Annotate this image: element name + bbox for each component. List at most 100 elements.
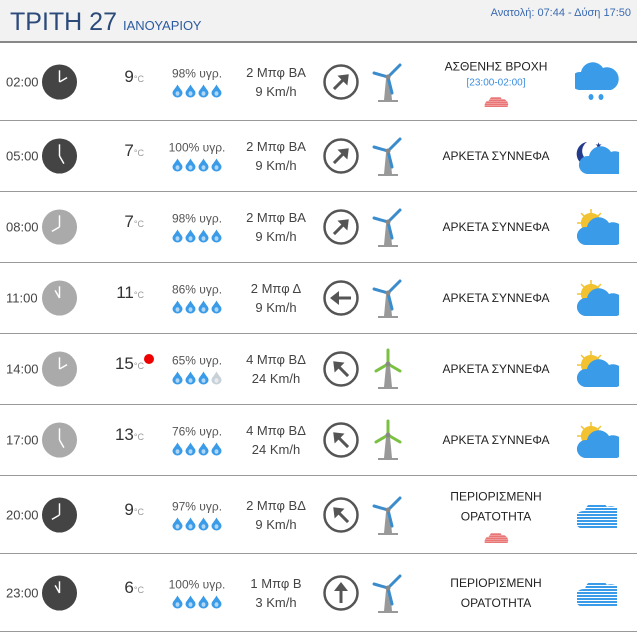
- wind-speed: 9 Km/h: [255, 300, 297, 315]
- wind-beaufort: 4 Μπφ ΒΔ: [246, 352, 306, 367]
- hour-label: 23:00: [6, 585, 39, 600]
- humidity-label: 97% υγρ.: [171, 499, 223, 513]
- humidity: 98% υγρ.: [160, 66, 234, 97]
- description-line: ΑΣΘΕΝΗΣ ΒΡΟΧΗ: [444, 59, 548, 73]
- wind-beaufort: 1 Μπφ Β: [250, 575, 302, 591]
- hour-label: 17:00: [6, 432, 39, 448]
- drop-icon: [211, 371, 222, 385]
- wind-turbine-icon: [372, 279, 402, 318]
- humidity-label: 86% υγρ.: [171, 282, 223, 297]
- humidity-label: 98% υγρ.: [171, 66, 223, 80]
- weather-description: ΠΕΡΙΟΡΙΣΜΕΝΗ ΟΡΑΤΟΤΗΤΑ: [430, 486, 562, 543]
- forecast-row: 05:00 7°C 100% υγρ. 2 Μπφ ΒΑ 9 Km/h ΑΡΚΕΤ…: [0, 121, 637, 192]
- humidity-label: 100% υγρ.: [168, 577, 226, 591]
- day-label: ΤΡΙΤΗ 27: [10, 8, 117, 36]
- wind-direction-arrow-icon: [323, 209, 359, 245]
- max-temp-indicator: [144, 354, 154, 364]
- drop-icon: [211, 84, 222, 97]
- weather-description: ΑΡΚΕΤΑ ΣΥΝΝΕΦΑ: [430, 430, 562, 450]
- rain-time-range: [23:00-02:00]: [466, 77, 526, 88]
- forecast-row: 23:00 6°C 100% υγρ. 1 Μπφ Β 3 Km/h ΠΕΡΙΟΡ…: [0, 554, 637, 632]
- weather-description: ΑΡΚΕΤΑ ΣΥΝΝΕΦΑ: [430, 288, 562, 308]
- drop-icon: [172, 84, 183, 97]
- drop-icon: [198, 595, 209, 608]
- drop-icon: [211, 229, 222, 243]
- drop-icon: [185, 158, 196, 172]
- clock-icon: [41, 209, 78, 245]
- wind-turbine-icon: [374, 419, 402, 460]
- wind-beaufort: 2 Μπφ ΒΔ: [246, 497, 306, 513]
- fog-cloud-icon: [575, 494, 619, 535]
- hour-label: 20:00: [6, 507, 39, 522]
- wind-beaufort: 4 Μπφ ΒΔ: [246, 423, 306, 438]
- description-line: ΑΡΚΕΤΑ ΣΥΝΝΕΦΑ: [442, 291, 550, 305]
- wind-direction-arrow-icon: [323, 574, 359, 611]
- clock-icon: [41, 496, 78, 533]
- description-line: ΠΕΡΙΟΡΙΣΜΕΝΗ: [450, 575, 542, 590]
- drop-icon: [198, 158, 209, 172]
- clock-icon: [41, 280, 78, 316]
- sunrise-sunset: Ανατολή: 07:44 - Δύση 17:50: [490, 7, 631, 19]
- wind-turbine-icon: [372, 137, 402, 176]
- temperature: 9°C: [124, 66, 144, 86]
- wind-speed: 24 Km/h: [251, 371, 301, 386]
- wind-speed: 9 Km/h: [255, 83, 297, 99]
- description-line: ΑΡΚΕΤΑ ΣΥΝΝΕΦΑ: [442, 433, 550, 447]
- weather-description: ΑΡΚΕΤΑ ΣΥΝΝΕΦΑ: [430, 359, 562, 379]
- warning-cloud-icon: [483, 93, 509, 107]
- drop-icon: [185, 517, 196, 530]
- temperature: 7°C: [124, 212, 144, 231]
- hour-label: 08:00: [6, 219, 39, 235]
- moon-cloud-icon: ★: [576, 141, 619, 174]
- drop-icon: [172, 595, 183, 608]
- wind-info: 2 Μπφ ΒΑ 9 Km/h: [238, 208, 314, 246]
- drop-icon: [185, 300, 196, 314]
- weather-description: ΑΡΚΕΤΑ ΣΥΝΝΕΦΑ: [430, 146, 562, 166]
- wind-direction-arrow-icon: [323, 63, 359, 100]
- wind-direction-arrow-icon: [323, 280, 359, 316]
- hour-label: 11:00: [6, 290, 38, 306]
- weather-description: ΠΕΡΙΟΡΙΣΜΕΝΗ ΟΡΑΤΟΤΗΤΑ: [430, 573, 562, 613]
- wind-beaufort: 2 Μπφ ΒΑ: [246, 210, 306, 225]
- forecast-row: 11:00 11°C 86% υγρ. 2 Μπφ Δ 9 Km/h ΑΡΚΕΤΑ…: [0, 263, 637, 334]
- svg-text:★: ★: [595, 141, 602, 150]
- wind-speed: 3 Km/h: [255, 594, 297, 610]
- clock-icon: [41, 574, 78, 611]
- wind-info: 2 Μπφ ΒΔ 9 Km/h: [238, 496, 314, 534]
- temperature: 13°C: [114, 425, 144, 444]
- wind-info: 2 Μπφ ΒΑ 9 Km/h: [238, 137, 314, 175]
- drop-icon: [185, 371, 196, 385]
- humidity: 86% υγρ.: [160, 283, 234, 314]
- drop-icon: [198, 229, 209, 243]
- wind-direction-arrow-icon: [323, 351, 359, 387]
- hour-label: 05:00: [6, 148, 39, 164]
- wind-beaufort: 2 Μπφ ΒΑ: [246, 64, 306, 80]
- humidity: 76% υγρ.: [160, 425, 234, 456]
- sun-cloud-icon: [577, 422, 619, 458]
- wind-info: 2 Μπφ Δ 9 Km/h: [238, 279, 314, 317]
- drop-icon: [185, 84, 196, 97]
- drop-icon: [172, 300, 183, 314]
- drop-icon: [198, 517, 209, 530]
- description-line: ΑΡΚΕΤΑ ΣΥΝΝΕΦΑ: [442, 362, 550, 376]
- wind-direction-arrow-icon: [323, 138, 359, 174]
- sun-cloud-icon: [577, 209, 619, 245]
- wind-direction-arrow-icon: [323, 496, 359, 533]
- description-line: ΑΡΚΕΤΑ ΣΥΝΝΕΦΑ: [442, 149, 550, 163]
- clock-icon: [41, 138, 78, 174]
- wind-speed: 9 Km/h: [255, 158, 297, 173]
- humidity-label: 98% υγρ.: [171, 211, 223, 226]
- wind-info: 4 Μπφ ΒΔ 24 Km/h: [238, 350, 314, 388]
- forecast-row: 17:00 13°C 76% υγρ. 4 Μπφ ΒΔ 24 Km/h ΑΡΚΕ…: [0, 405, 637, 476]
- wind-info: 2 Μπφ ΒΑ 9 Km/h: [238, 63, 314, 101]
- humidity: 65% υγρ.: [160, 354, 234, 385]
- description-line: ΟΡΑΤΟΤΗΤΑ: [460, 595, 532, 610]
- wind-turbine-icon: [372, 574, 402, 613]
- temperature: 6°C: [124, 577, 144, 597]
- weather-description: ΑΡΚΕΤΑ ΣΥΝΝΕΦΑ: [430, 217, 562, 237]
- drop-icon: [172, 442, 183, 456]
- wind-turbine-icon: [372, 63, 402, 102]
- wind-direction-arrow-icon: [323, 422, 359, 458]
- page-title: ΤΡΙΤΗ 27 ΙΑΝΟΥΑΡΙΟΥ: [10, 8, 201, 37]
- warning-cloud-icon: [483, 529, 509, 543]
